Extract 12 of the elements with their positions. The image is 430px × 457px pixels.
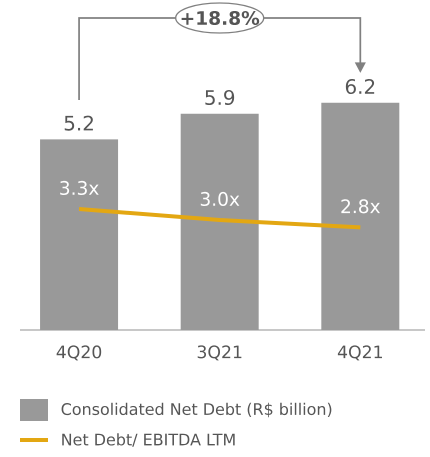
data-label: 3.0x <box>200 192 240 206</box>
data-label: 2.8x <box>341 199 380 214</box>
data-label: 5.9 <box>205 90 234 106</box>
data-label: 3.3x <box>60 180 99 196</box>
x-tick-label: 4Q20 <box>56 345 102 360</box>
text: +18.8% <box>182 10 260 26</box>
legend-label: Consolidated Net Debt (R$ billion) <box>62 402 332 418</box>
x-tick-label: 3Q21 <box>198 345 242 360</box>
x-tick-label: 4Q21 <box>338 345 382 360</box>
data-label: 5.2 <box>64 116 93 131</box>
legend-label: Net Debt/ EBITDA LTM <box>62 433 235 447</box>
data-label: 6.2 <box>346 78 374 94</box>
